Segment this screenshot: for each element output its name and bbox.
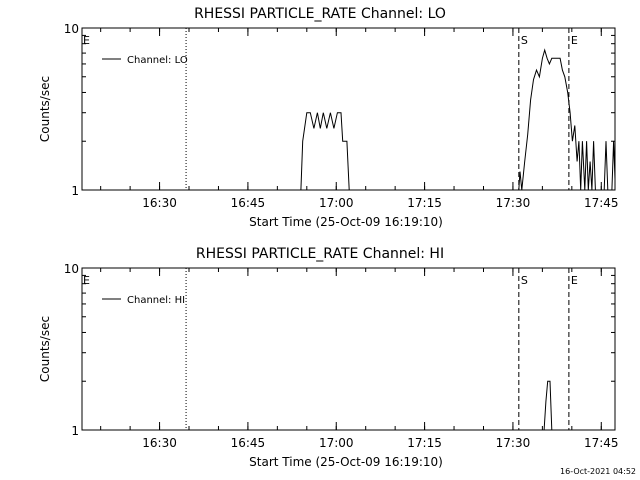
x-tick-label: 16:30 [142, 196, 177, 210]
x-axis-label: Start Time (25-Oct-09 16:19:10) [249, 215, 443, 229]
marker-label: E [83, 34, 90, 47]
y-axis-label: Counts/sec [38, 76, 52, 142]
x-tick-label: 17:45 [584, 196, 619, 210]
x-tick-label: 17:15 [407, 436, 442, 450]
legend-label: Channel: LO [127, 55, 188, 66]
plot-frame [81, 267, 616, 431]
legend-label: Channel: HI [127, 295, 185, 306]
marker-label: E [83, 274, 90, 287]
y-tick-label: 1 [71, 184, 79, 198]
x-tick-label: 17:30 [496, 436, 531, 450]
x-tick-label: 16:45 [231, 436, 266, 450]
timestamp: 16-Oct-2021 04:52 [560, 467, 636, 476]
y-tick-label: 10 [64, 262, 79, 276]
x-axis-label: Start Time (25-Oct-09 16:19:10) [249, 455, 443, 469]
y-axis-label: Counts/sec [38, 316, 52, 382]
x-tick-label: 17:15 [407, 196, 442, 210]
x-tick-label: 17:00 [319, 196, 354, 210]
marker-label: E [571, 274, 578, 287]
marker-label: S [521, 34, 528, 47]
x-tick-label: 16:45 [231, 196, 266, 210]
chart-lo-channel: RHESSI PARTICLE_RATE Channel: LO 1 10 16:30… [38, 6, 619, 229]
series-line [83, 48, 615, 190]
y-tick-label: 1 [71, 424, 79, 438]
marker-label: E [571, 34, 578, 47]
chart-title: RHESSI PARTICLE_RATE Channel: LO [194, 6, 446, 22]
x-tick-label: 17:45 [584, 436, 619, 450]
x-tick-label: 17:30 [496, 196, 531, 210]
y-tick-label: 10 [64, 22, 79, 36]
series-line [83, 380, 615, 430]
marker-label: S [521, 274, 528, 287]
x-tick-label: 17:00 [319, 436, 354, 450]
chart-hi-channel: RHESSI PARTICLE_RATE Channel: HI 1 10 16:30… [38, 246, 619, 469]
x-tick-label: 16:30 [142, 436, 177, 450]
plot-frame [81, 27, 616, 191]
chart-title: RHESSI PARTICLE_RATE Channel: HI [196, 246, 444, 262]
